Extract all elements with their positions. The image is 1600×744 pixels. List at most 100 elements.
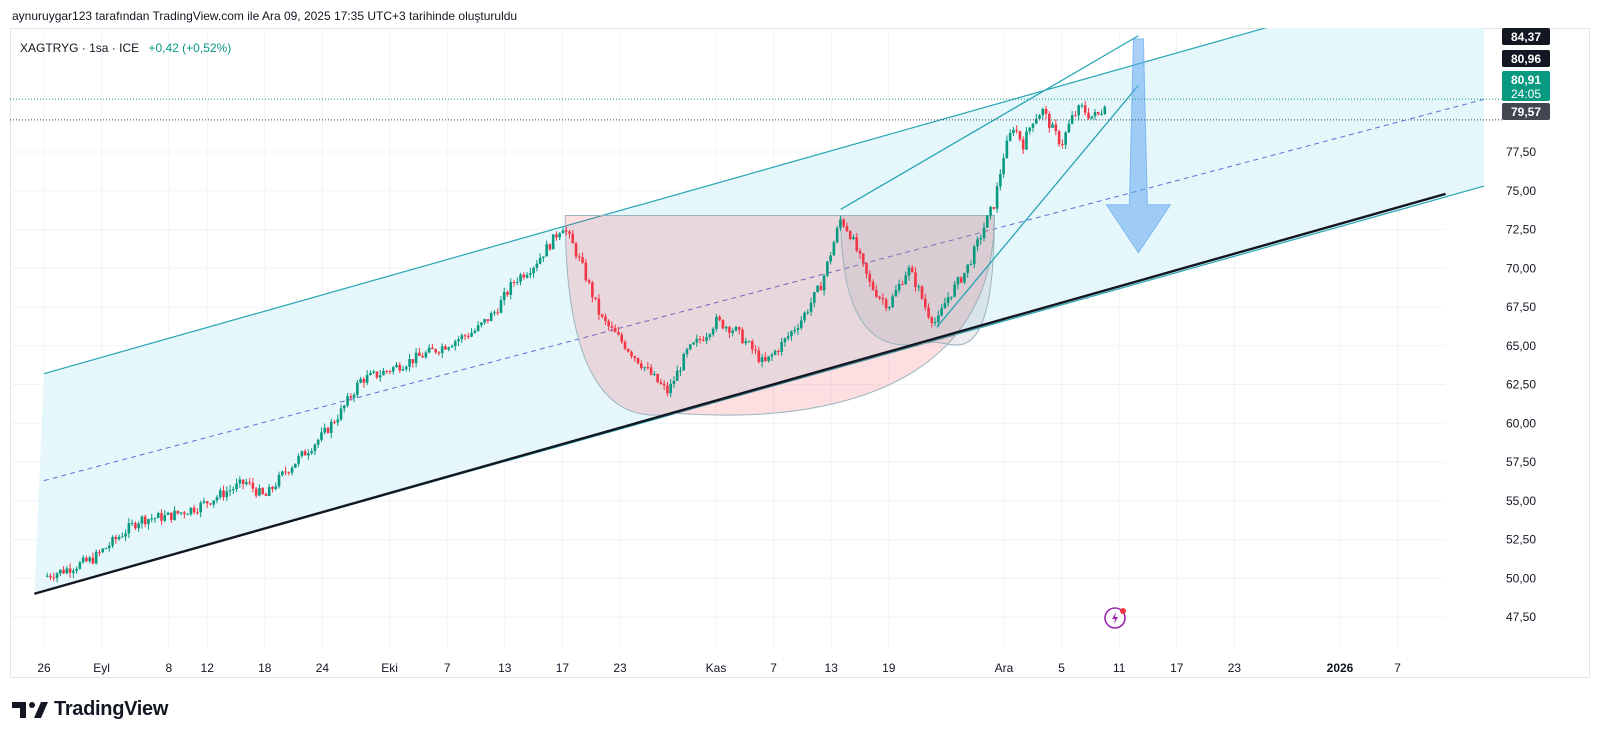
x-tick-label: 7 (444, 661, 451, 675)
candle-body (594, 297, 597, 299)
candle-body (927, 307, 930, 318)
candle-body (447, 347, 451, 350)
candle-body (904, 275, 907, 285)
candle-body (153, 518, 157, 520)
candle-body (816, 285, 819, 293)
candle-body (620, 334, 624, 342)
candle-body (901, 283, 904, 285)
candle-body (388, 371, 392, 373)
candle-body (868, 273, 872, 283)
candle-body (744, 341, 748, 344)
candle-body (271, 486, 274, 489)
candle-body (179, 512, 183, 514)
candle-body (140, 516, 144, 524)
candle-body (49, 575, 52, 578)
candle-body (525, 274, 529, 278)
y-tick-label: 77,50 (1506, 145, 1536, 159)
candle-body (917, 286, 921, 288)
tradingview-logo-icon (12, 701, 48, 718)
candle-body (597, 298, 601, 315)
candle-body (1067, 123, 1071, 133)
candle-body (169, 512, 173, 520)
y-tick-label: 50,00 (1506, 571, 1536, 585)
candle-body (711, 328, 715, 335)
candle-body (940, 308, 943, 316)
candle-body (1064, 132, 1067, 145)
candle-body (545, 244, 548, 257)
candle-body (75, 568, 78, 571)
candle-body (558, 233, 562, 238)
candle-body (1103, 106, 1107, 115)
x-tick-label: 7 (770, 661, 777, 675)
candle-body (261, 487, 264, 495)
candle-body (757, 350, 761, 363)
candle-body (114, 537, 118, 540)
candle-body (78, 562, 82, 569)
candle-body (333, 421, 336, 423)
candle-body (290, 467, 294, 473)
symbol-legend[interactable]: XAGTRYG · 1sa · ICE +0,42 (+0,52%) (20, 41, 231, 55)
candle-body (591, 282, 594, 298)
candle-body (307, 453, 310, 456)
lightning-bolt (1112, 612, 1118, 624)
candle-body (551, 234, 555, 250)
candle-body (59, 569, 62, 574)
candle-body (1080, 105, 1084, 107)
candle-body (884, 299, 888, 309)
candle-body (150, 518, 154, 520)
tradingview-logo[interactable]: TradingView (12, 698, 168, 721)
candle-body (427, 347, 431, 353)
candle-body (457, 339, 460, 342)
candle-body (685, 349, 689, 354)
candle-body (845, 226, 849, 232)
candle-body (724, 326, 728, 329)
candle-body (679, 370, 682, 372)
candle-body (68, 568, 72, 573)
candle-body (303, 451, 307, 456)
candle-body (587, 280, 591, 283)
candle-body (786, 336, 790, 339)
wedge-lower-line (936, 84, 1139, 328)
candle-body (218, 490, 222, 498)
candle-body (760, 357, 764, 363)
candle-body (972, 246, 976, 265)
candle-body (630, 351, 633, 357)
price-chart[interactable]: 47,50 50,00 52,50 55,00 57,50 60,00 62,50 65,00… (10, 28, 1590, 678)
candle-body (953, 284, 956, 297)
candle-body (914, 272, 917, 288)
candle-body (1031, 123, 1035, 128)
candle-body (463, 335, 467, 337)
candle-body (920, 286, 924, 299)
candle-body (72, 570, 75, 573)
candle-body (424, 352, 428, 358)
candle-body (577, 256, 581, 258)
candle-body (623, 341, 627, 350)
candle-body (225, 491, 229, 498)
cup-pattern-right (840, 215, 995, 346)
candle-body (842, 219, 845, 227)
candle-body (134, 523, 137, 529)
candle-body (1038, 115, 1041, 119)
candle-body (819, 285, 823, 291)
candle-body (777, 351, 780, 353)
candle-body (248, 482, 251, 484)
x-tick-label: 19 (882, 661, 896, 675)
candle-body (156, 513, 160, 519)
candle-body (1057, 131, 1061, 145)
candle-body (107, 545, 111, 549)
candle-body (695, 338, 699, 343)
candle-body (499, 300, 503, 313)
candle-body (966, 264, 970, 273)
x-tick-label: 12 (201, 661, 215, 675)
candle-body (1093, 112, 1097, 117)
candle-body (460, 335, 464, 340)
candle-body (659, 382, 663, 384)
candle-body (852, 237, 855, 239)
x-tick-label: Kas (706, 661, 727, 675)
candle-body (626, 349, 630, 352)
candle-body (741, 329, 744, 344)
candle-body (434, 349, 437, 353)
candle-body (803, 312, 806, 321)
candle-body (473, 330, 477, 333)
candle-body (506, 292, 509, 295)
